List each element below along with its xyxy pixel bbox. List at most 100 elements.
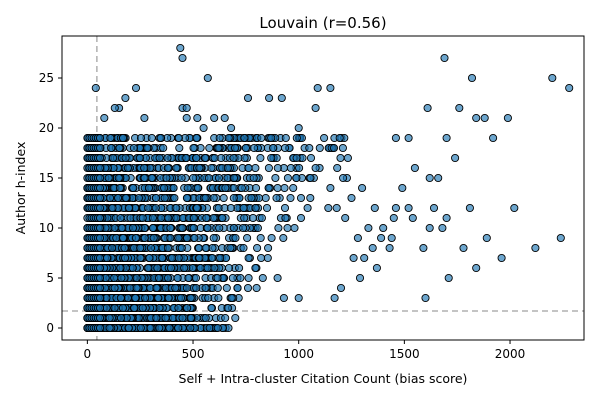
- data-point: [425, 223, 434, 233]
- data-point: [174, 233, 183, 243]
- y-tick-label: 20: [39, 121, 54, 135]
- data-point: [95, 173, 105, 183]
- data-point: [210, 113, 219, 123]
- data-point: [100, 113, 109, 123]
- data-point: [163, 243, 172, 253]
- x-tick-label: 2000: [495, 347, 526, 361]
- data-point: [467, 73, 477, 83]
- data-point: [279, 293, 288, 303]
- data-point: [95, 303, 105, 313]
- data-point: [341, 213, 350, 223]
- data-point: [117, 223, 126, 233]
- data-point: [419, 243, 428, 253]
- data-point: [273, 163, 282, 173]
- data-point: [280, 183, 289, 193]
- data-point: [175, 143, 184, 153]
- data-point: [95, 323, 105, 333]
- data-point: [227, 293, 236, 303]
- data-point: [95, 313, 105, 323]
- data-point: [243, 93, 253, 103]
- data-point: [267, 133, 276, 143]
- data-point: [219, 193, 228, 203]
- data-point: [166, 223, 175, 233]
- data-point: [442, 133, 451, 143]
- data-point: [286, 193, 295, 203]
- data-point: [196, 263, 205, 273]
- data-point: [143, 143, 152, 153]
- data-point: [265, 93, 274, 103]
- data-point: [107, 143, 116, 153]
- data-point: [281, 133, 290, 143]
- data-point: [250, 143, 259, 153]
- data-point: [166, 263, 176, 273]
- data-point: [172, 203, 181, 213]
- data-point: [280, 203, 290, 213]
- data-point: [451, 153, 460, 163]
- data-point: [140, 233, 149, 243]
- data-point: [398, 183, 407, 193]
- data-point: [163, 153, 172, 163]
- data-point: [261, 193, 270, 203]
- data-point: [329, 143, 339, 153]
- data-point: [203, 263, 212, 273]
- y-tick-label: 15: [39, 171, 54, 185]
- data-point: [116, 213, 125, 223]
- data-point: [263, 253, 272, 263]
- data-point: [252, 283, 261, 293]
- data-point: [204, 293, 213, 303]
- data-point: [306, 173, 315, 183]
- data-point: [243, 283, 253, 293]
- data-point: [186, 293, 195, 303]
- data-point: [243, 233, 252, 243]
- y-tick-label: 10: [39, 221, 54, 235]
- data-point: [216, 253, 225, 263]
- data-point: [482, 233, 491, 243]
- data-point: [174, 303, 183, 313]
- data-point: [202, 213, 211, 223]
- data-point: [408, 213, 417, 223]
- data-point: [214, 203, 223, 213]
- data-points: [83, 43, 574, 333]
- data-point: [155, 323, 164, 333]
- data-point: [201, 153, 210, 163]
- data-point: [335, 133, 344, 143]
- x-axis-label: Self + Intra-cluster Citation Count (bia…: [179, 371, 468, 386]
- data-point: [95, 193, 105, 203]
- data-point: [102, 303, 111, 313]
- data-point: [236, 273, 245, 283]
- data-point: [231, 233, 240, 243]
- data-point: [158, 253, 167, 263]
- data-point: [119, 233, 128, 243]
- data-point: [239, 243, 248, 253]
- data-point: [290, 223, 299, 233]
- data-point: [258, 273, 267, 283]
- data-point: [95, 143, 105, 153]
- data-point: [283, 173, 292, 183]
- data-point: [189, 143, 198, 153]
- data-point: [209, 193, 218, 203]
- data-point: [172, 163, 181, 173]
- data-point: [178, 223, 187, 233]
- data-point: [286, 163, 295, 173]
- data-point: [191, 273, 201, 283]
- data-point: [168, 253, 177, 263]
- data-point: [135, 153, 144, 163]
- data-point: [222, 283, 231, 293]
- data-point: [480, 113, 489, 123]
- data-point: [171, 283, 180, 293]
- data-point: [118, 303, 127, 313]
- data-point: [377, 233, 386, 243]
- data-point: [531, 243, 540, 253]
- data-point: [349, 253, 358, 263]
- data-point: [95, 153, 105, 163]
- data-point: [184, 273, 193, 283]
- data-point: [182, 283, 191, 293]
- data-point: [410, 163, 419, 173]
- data-point: [251, 163, 260, 173]
- data-point: [208, 253, 217, 263]
- data-point: [182, 103, 191, 113]
- data-point: [95, 183, 105, 193]
- data-point: [170, 193, 179, 203]
- data-point: [95, 203, 105, 213]
